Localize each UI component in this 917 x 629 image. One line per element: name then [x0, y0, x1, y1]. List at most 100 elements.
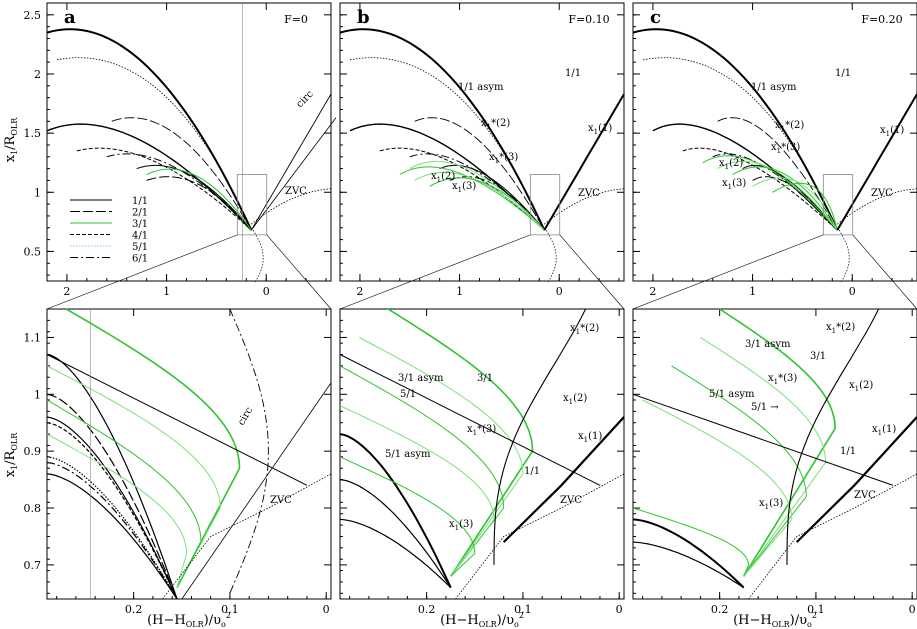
ytick-label-top: 2 — [34, 68, 41, 81]
curve-bottom-black — [632, 541, 745, 589]
zoom-connector — [852, 234, 917, 310]
xtick-label-top: 1 — [456, 285, 463, 298]
annotation-bottom: x1*(2) — [570, 323, 599, 336]
annotation-top: x1(3) — [452, 181, 476, 194]
curve-bottom-green — [339, 405, 495, 577]
f-value-label: F=0 — [284, 13, 308, 26]
legend-label: 3/1 — [132, 219, 148, 230]
curve-bottom-black — [46, 393, 178, 600]
xtick-label-bottom: 0.2 — [418, 603, 436, 616]
ytick-label-bottom: 1 — [34, 388, 41, 401]
panel-letter: b — [357, 7, 370, 28]
curve-x1-1-bottom — [502, 416, 625, 543]
xtick-label-top: 0 — [849, 285, 856, 298]
panel-bottom-frame — [46, 308, 332, 600]
curve-green-top — [717, 160, 838, 231]
curve-zvc — [837, 188, 917, 225]
y-axis-label-top: x1/ROLR — [3, 117, 19, 162]
curve-bottom-black — [339, 479, 452, 588]
legend-label: 2/1 — [132, 208, 148, 219]
annotation-top: 1/1 asym — [751, 82, 797, 93]
annotation-bottom: x1(1) — [578, 431, 602, 444]
panel-top-frame-a — [46, 2, 332, 282]
annotation-bottom: 3/1 — [810, 351, 826, 362]
ytick-label-top: 2.5 — [24, 9, 42, 22]
xtick-label-bottom: 0.1 — [514, 603, 532, 616]
panel-letter: c — [650, 7, 661, 28]
ytick-label-top: 1 — [34, 186, 41, 199]
curve-bottom-green — [339, 456, 476, 577]
curve-green-top — [399, 166, 545, 231]
curve-green-top — [732, 166, 838, 231]
annotation-top: x1*(2) — [775, 120, 804, 133]
annotation-bottom: 5/1 — [400, 389, 416, 400]
curve-circ-bottom — [181, 382, 332, 600]
curve-green-top — [429, 177, 545, 231]
annotation-bottom: x1*(3) — [467, 424, 496, 437]
curve-2-1b — [414, 117, 545, 231]
curve-bottom-black — [46, 456, 178, 600]
zoom-connector — [266, 234, 332, 310]
annotation-bottom: 5/1 asym — [709, 389, 755, 400]
xtick-label-bottom: 0 — [909, 603, 916, 616]
legend-label: 6/1 — [132, 254, 148, 265]
curve-2-1 — [46, 123, 252, 231]
curve-bottom-green — [632, 507, 750, 577]
zoom-box — [529, 174, 561, 236]
curve-bottom-green — [642, 399, 793, 577]
annotation-top: ZVC — [578, 188, 600, 199]
ytick-label-bottom: 1.1 — [24, 331, 42, 344]
curve-bottom-green — [387, 308, 534, 577]
annotation-bottom: x1*(3) — [768, 373, 797, 386]
curve-zvc-lower — [838, 229, 850, 284]
f-value-label: F=0.10 — [568, 13, 609, 26]
curve-5-1 — [752, 176, 838, 231]
curve-bottom-green — [65, 308, 241, 588]
ytick-label-bottom: 0.7 — [24, 559, 42, 572]
legend-label: 4/1 — [132, 231, 148, 242]
curve-5-1 — [146, 176, 252, 231]
ytick-label-bottom: 0.8 — [24, 502, 42, 515]
curve-bottom-black — [339, 433, 452, 589]
annotation-top: x1*(2) — [481, 118, 510, 131]
panel-top-frame-b — [339, 2, 625, 282]
curve-bottom-black — [46, 422, 178, 600]
curve-1-1-asym — [56, 57, 252, 231]
annotation-top: x1(2) — [431, 171, 455, 184]
curve-3-1-green — [146, 168, 252, 231]
zoom-connector — [339, 234, 531, 310]
annotation-top: x1(3) — [722, 178, 746, 191]
annotation-bottom: x1(2) — [563, 393, 587, 406]
annotation-top: x1*(3) — [771, 142, 800, 155]
xtick-label-bottom: 0.2 — [711, 603, 729, 616]
annotation-top: x1(1) — [880, 125, 904, 138]
curve-zvc-bottom — [162, 473, 332, 600]
zoom-connector — [559, 234, 625, 310]
annotation-top: ZVC — [285, 186, 307, 197]
curve-bottom-black — [632, 518, 745, 589]
annotation-bottom: 3/1 asym — [745, 339, 791, 350]
curve-zvc-lower — [252, 229, 264, 284]
curve-4-1 — [682, 147, 838, 231]
annotation-bottom: ZVC — [270, 495, 292, 506]
curve-1-1-asym — [642, 57, 838, 231]
curve-6-1 — [106, 153, 252, 231]
curve-x1-1 — [836, 93, 917, 231]
xtick-label-bottom: 0.1 — [807, 603, 825, 616]
ytick-label-top: 1.5 — [24, 127, 42, 140]
xtick-label-bottom: 0.2 — [125, 603, 143, 616]
curve-green-top — [752, 177, 838, 231]
curve-bottom-green — [671, 365, 807, 577]
annotation-bottom: circ — [236, 405, 255, 427]
curve-bottom-green — [46, 433, 188, 588]
annotation-bottom: 5/1 → — [751, 402, 779, 413]
curve-bottom-green — [700, 336, 827, 577]
annotation-bottom: x1*(2) — [826, 322, 855, 335]
panel-bottom-frame — [632, 308, 917, 600]
curve-zvc-lower — [545, 229, 557, 284]
curve-bottom-black — [46, 473, 178, 600]
annotation-bottom: x1(3) — [449, 519, 473, 532]
annotation-bottom: ZVC — [560, 495, 582, 506]
curve-green-top — [409, 160, 545, 231]
